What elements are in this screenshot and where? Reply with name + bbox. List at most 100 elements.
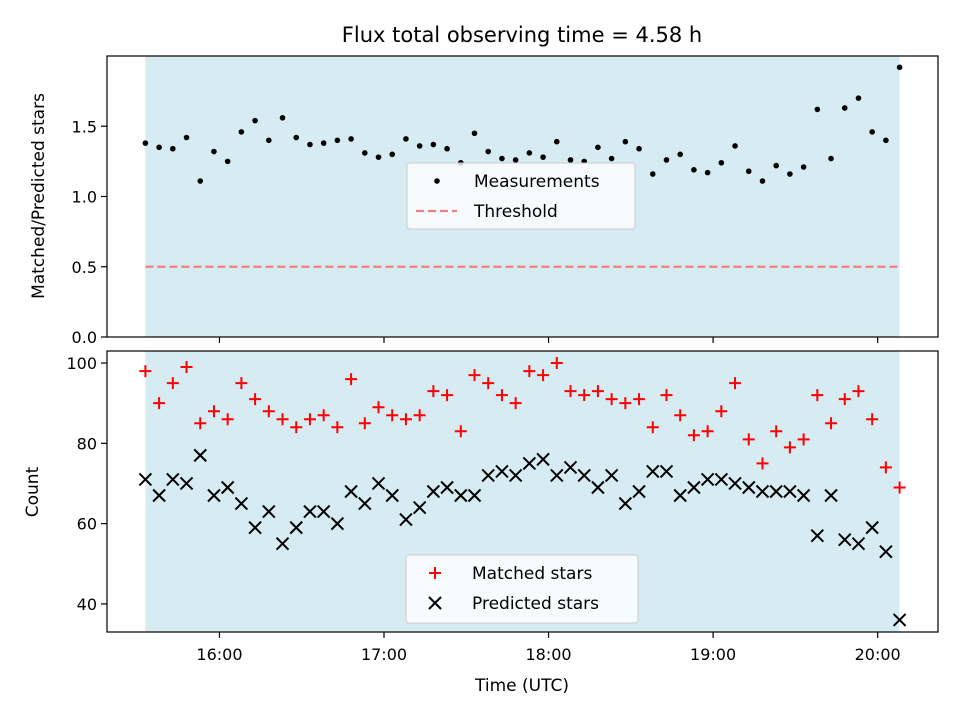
predicted-star-point [289, 520, 303, 535]
predicted-star-point [865, 520, 879, 535]
legend-measurements-marker [434, 178, 440, 184]
predicted-star-point [673, 488, 687, 503]
predicted-star-point [728, 476, 742, 491]
measurement-point [828, 155, 834, 162]
predicted-star-point [207, 488, 221, 503]
predicted-star-point [783, 484, 797, 499]
predicted-star-point [536, 452, 550, 467]
matched-star-point [646, 421, 659, 434]
predicted-star-point [591, 480, 605, 495]
bottom-legend-box [405, 554, 639, 624]
measurement-point [197, 178, 204, 184]
measurement-point [156, 144, 162, 151]
measurement-point [224, 158, 231, 165]
predicted-star-point [316, 504, 331, 519]
legend-predicted-label: Predicted stars [472, 594, 599, 614]
x-tick-label: 18:00 [525, 645, 571, 664]
measurement-point [512, 157, 519, 163]
measurement-point [375, 154, 382, 160]
measurement-point [814, 106, 821, 113]
matched-star-point [687, 429, 700, 442]
bottom-plot-marks [138, 357, 907, 627]
predicted-star-point [358, 496, 372, 511]
top-legend-box [406, 162, 636, 230]
matched-star-point [303, 413, 316, 426]
measurement-point [170, 145, 176, 152]
measurement-point [416, 143, 423, 149]
x-tick-label: 19:00 [690, 645, 736, 664]
measurement-point [608, 155, 615, 162]
y-tick-label: 0.5 [72, 258, 97, 277]
measurement-point [279, 115, 286, 121]
predicted-star-point [618, 496, 633, 511]
measurement-point [691, 167, 697, 173]
legend-matched-marker [429, 567, 441, 579]
predicted-star-point [838, 532, 852, 547]
top-plot-marks [142, 64, 903, 268]
matched-star-point [537, 369, 550, 382]
x-tick-label: 17:00 [361, 645, 407, 664]
predicted-star-point [138, 472, 153, 487]
predicted-star-point [385, 488, 399, 503]
predicted-star-point [262, 504, 276, 519]
top-x-ticks [218, 337, 879, 343]
measurement-point [800, 164, 807, 170]
bottom-panel: 40 60 80 100 16:00 17:00 18:00 19:00 20:00 Coun… [23, 350, 939, 696]
predicted-star-point [810, 528, 825, 543]
measurement-point [485, 148, 492, 155]
matched-star-point [153, 397, 166, 410]
measurement-point [595, 144, 601, 151]
measurement-point [718, 159, 725, 166]
predicted-star-point [577, 468, 591, 483]
measurement-point [444, 145, 450, 152]
predicted-star-point [440, 480, 454, 495]
matched-star-point [742, 433, 755, 446]
matched-star-point [495, 389, 508, 402]
measurement-point [677, 151, 683, 158]
measurement-point [238, 129, 245, 135]
predicted-star-point [824, 488, 838, 503]
top-legend: Measurements Threshold [406, 162, 636, 230]
matched-star-point [715, 405, 728, 418]
predicted-star-point [700, 472, 715, 487]
matched-star-point [180, 361, 193, 374]
matched-star-point [523, 365, 536, 378]
matched-star-point [578, 389, 591, 402]
measurement-point [883, 137, 889, 144]
measurement-point [211, 148, 217, 155]
matched-star-point [811, 389, 824, 402]
legend-predicted-marker [428, 596, 442, 610]
measurement-point [759, 178, 766, 184]
predicted-star-point [742, 480, 756, 495]
matched-star-point [207, 405, 220, 418]
matched-star-point [591, 385, 604, 398]
matched-star-point [345, 373, 358, 386]
measurement-point [334, 137, 341, 144]
measurement-point [855, 95, 862, 101]
x-tick-label: 16:00 [196, 645, 242, 664]
matched-star-point [674, 409, 687, 422]
matched-star-point [441, 389, 454, 402]
predicted-star-point [344, 484, 358, 499]
predicted-star-point [412, 500, 427, 515]
chart-title: Flux total observing time = 4.58 h [342, 23, 702, 47]
measurement-point [430, 141, 437, 148]
bottom-axes-frame [106, 350, 939, 633]
bottom-legend: Matched stars Predicted stars [405, 554, 639, 624]
predicted-star-point [166, 472, 180, 487]
y-tick-label: 60 [77, 515, 97, 534]
measurement-point [266, 137, 272, 144]
measurement-point [745, 168, 752, 175]
measurement-point [841, 105, 848, 111]
matched-star-point [139, 365, 152, 378]
matched-star-point [852, 385, 865, 398]
matched-star-point [619, 397, 632, 410]
predicted-star-point [152, 488, 166, 503]
measurement-point [471, 130, 478, 137]
matched-star-point [825, 417, 838, 430]
predicted-star-point [454, 488, 468, 503]
measurement-point [348, 136, 354, 142]
measurement-point [183, 134, 190, 141]
matched-star-point [550, 357, 563, 370]
predicted-star-point [714, 472, 729, 487]
